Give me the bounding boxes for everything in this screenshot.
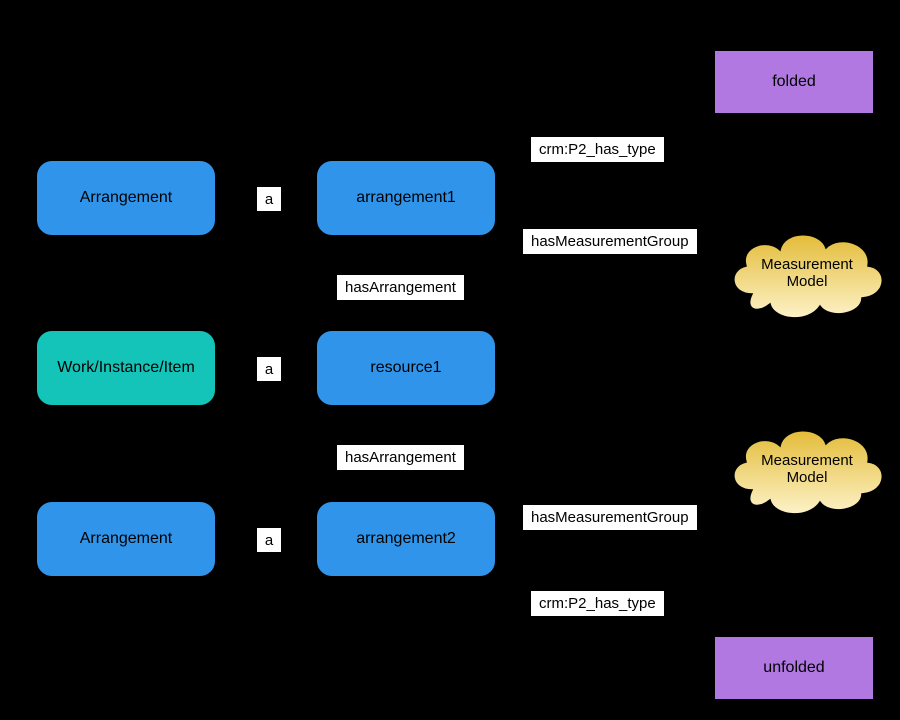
folded-node: folded (714, 50, 874, 114)
measurement-model-cloud-2: Measurement Model (722, 420, 892, 520)
edge-label-p2-1: crm:P2_has_type (530, 136, 665, 163)
label: arrangement1 (356, 189, 456, 207)
measurement-model-cloud-1: Measurement Model (722, 224, 892, 324)
edge-label-p2-2: crm:P2_has_type (530, 590, 665, 617)
unfolded-node: unfolded (714, 636, 874, 700)
a-label-2: a (256, 356, 282, 382)
a-label-3: a (256, 527, 282, 553)
label: arrangement2 (356, 530, 456, 548)
a-label-1: a (256, 186, 282, 212)
label: unfolded (763, 659, 824, 677)
arrangement-class-1: Arrangement (36, 160, 216, 236)
edge-label-hmg-2: hasMeasurementGroup (522, 504, 698, 531)
label: resource1 (370, 359, 441, 377)
edge-label-harr-2: hasArrangement (336, 444, 465, 471)
arrangement-class-2: Arrangement (36, 501, 216, 577)
work-instance-item-class: Work/Instance/Item (36, 330, 216, 406)
arrangement2-node: arrangement2 (316, 501, 496, 577)
label: folded (772, 73, 816, 91)
label: Arrangement (80, 530, 173, 548)
label: Arrangement (80, 189, 173, 207)
cloud-label: Measurement Model (722, 256, 892, 291)
resource1-node: resource1 (316, 330, 496, 406)
arrangement1-node: arrangement1 (316, 160, 496, 236)
edge-label-harr-1: hasArrangement (336, 274, 465, 301)
edge-label-hmg-1: hasMeasurementGroup (522, 228, 698, 255)
cloud-label: Measurement Model (722, 452, 892, 487)
label: Work/Instance/Item (57, 359, 195, 377)
